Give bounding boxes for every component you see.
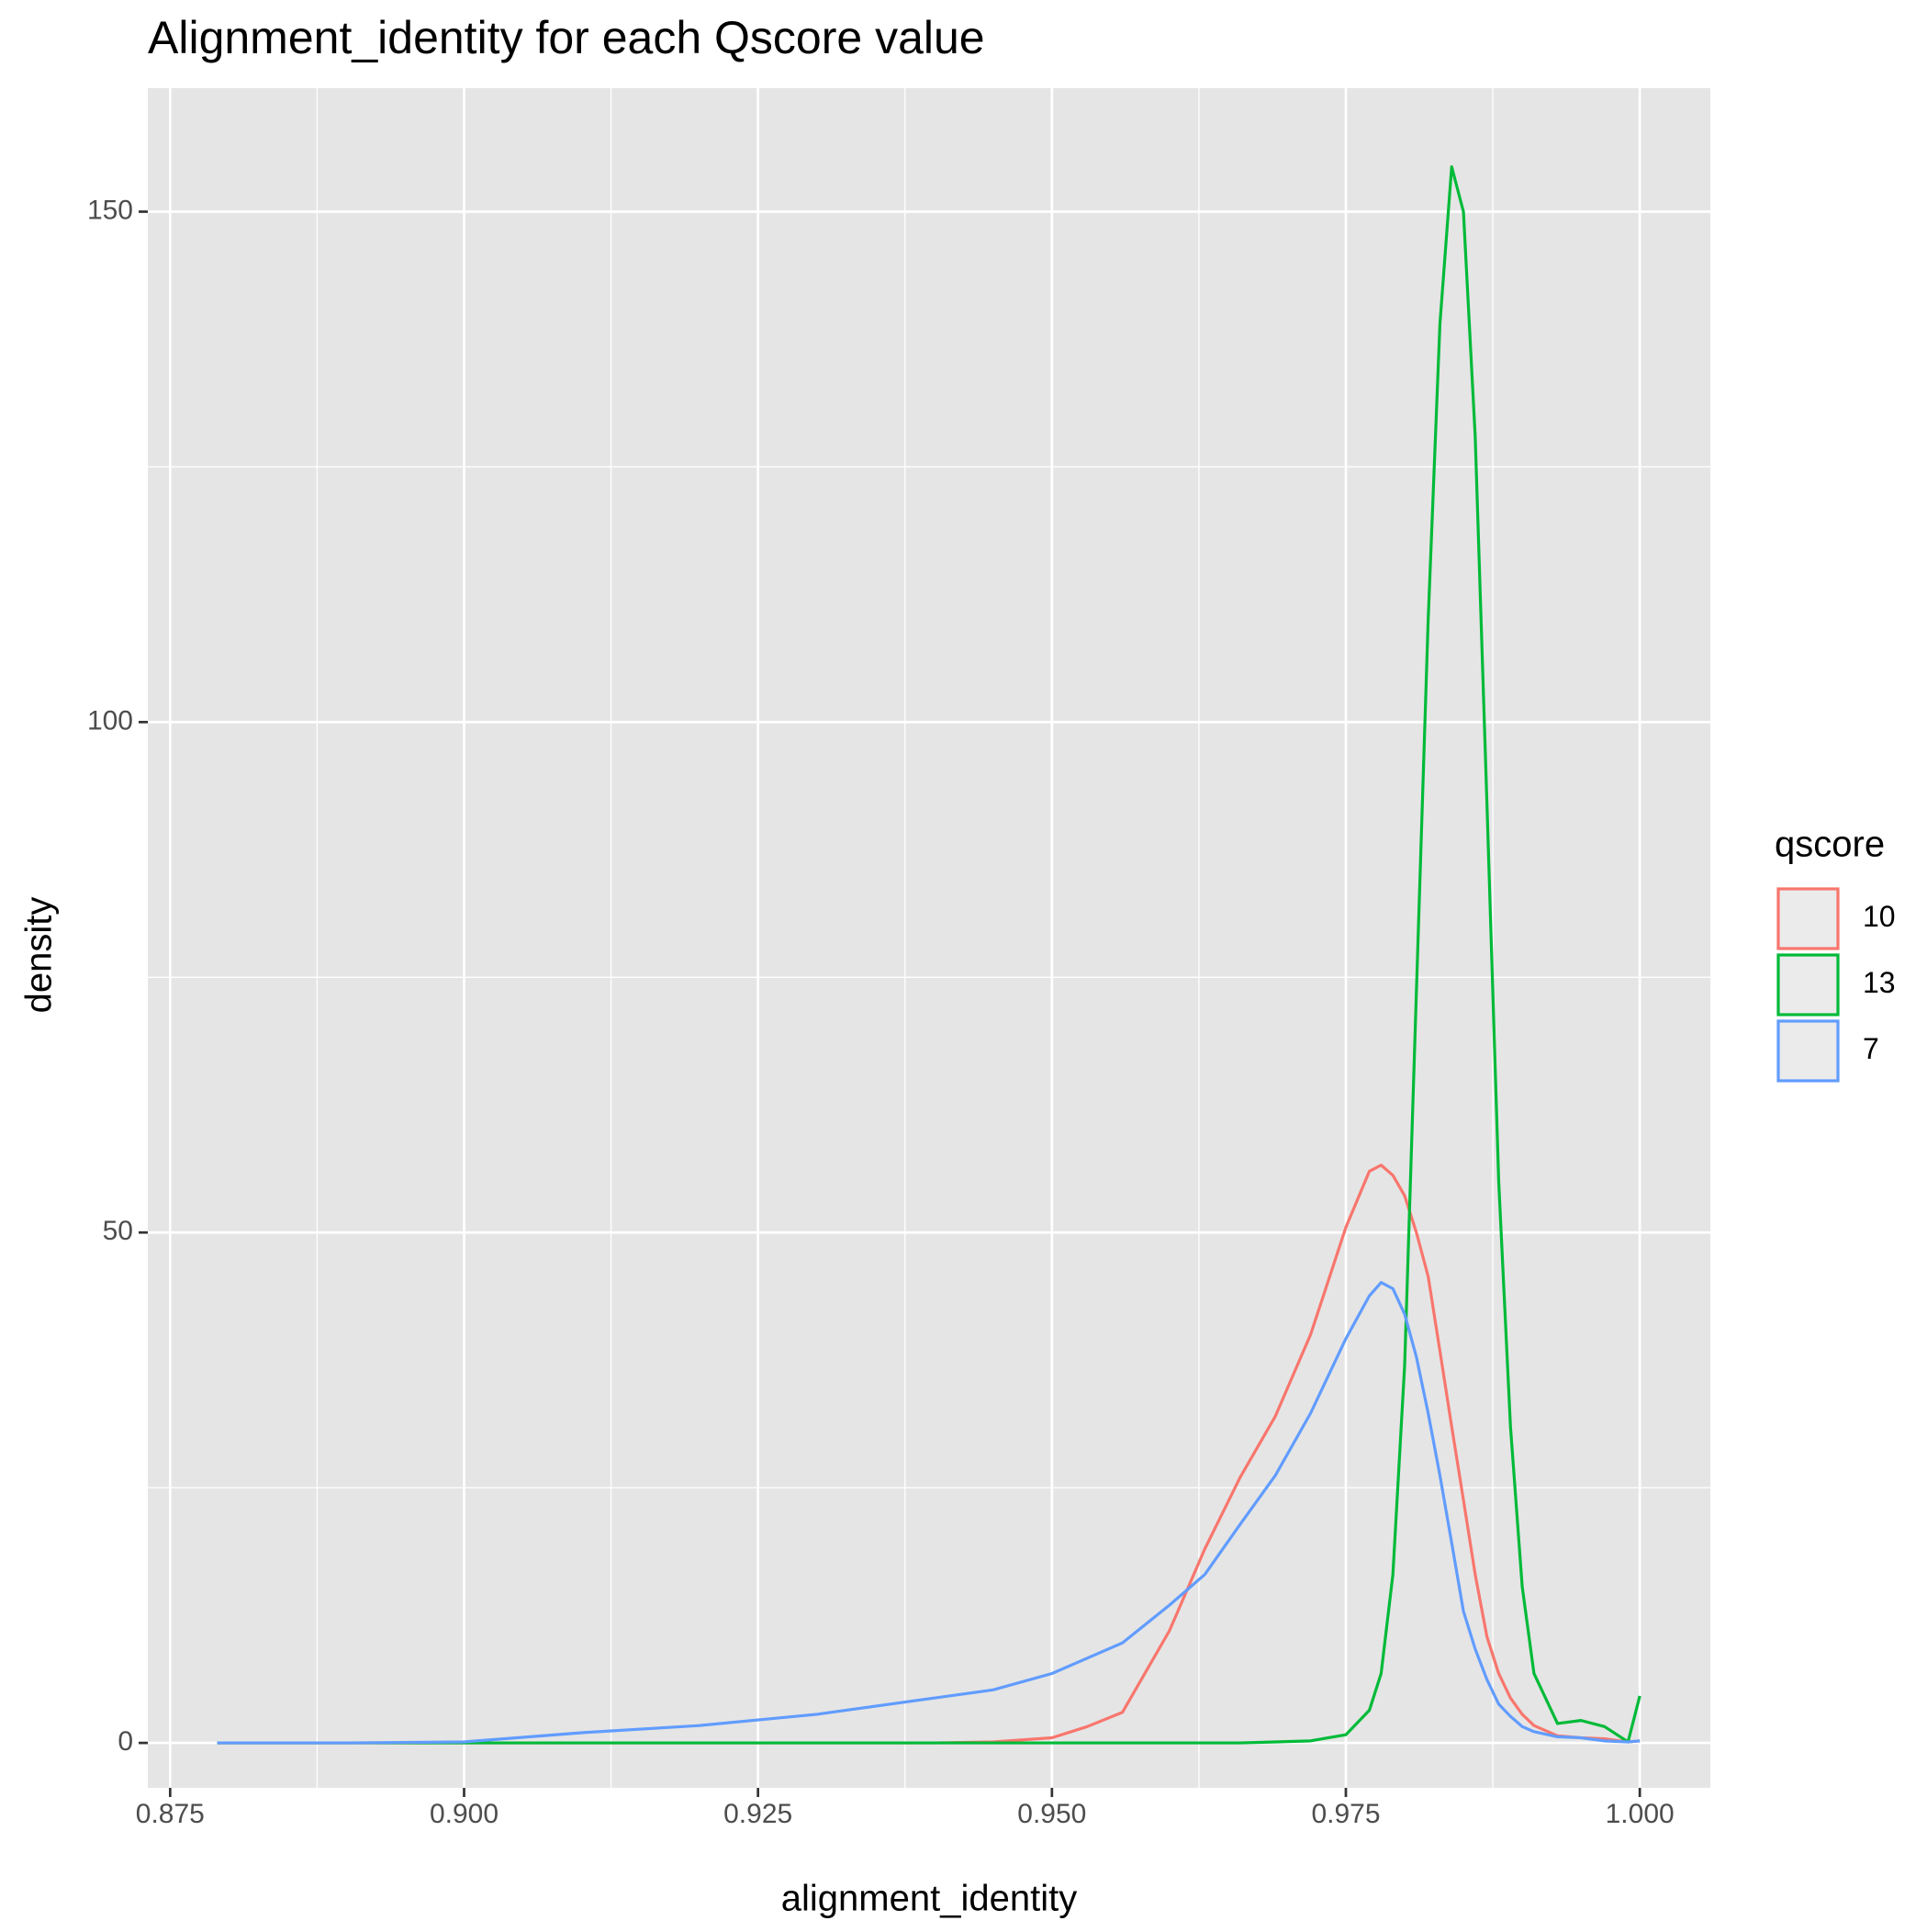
chart-title: Alignment_identity for each Qscore value xyxy=(148,12,985,63)
legend-label: 13 xyxy=(1863,966,1896,999)
legend-key xyxy=(1776,1019,1840,1083)
density-line xyxy=(217,165,1641,1745)
y-tick-label: 50 xyxy=(103,1216,133,1246)
y-tick-label: 100 xyxy=(87,705,133,736)
y-tick-label: 150 xyxy=(87,195,133,225)
y-tick-label: 0 xyxy=(118,1726,133,1757)
legend-key xyxy=(1776,887,1840,950)
density-line xyxy=(217,1281,1641,1745)
plot-background xyxy=(148,88,1710,1788)
legend-label: 10 xyxy=(1863,900,1896,933)
x-tick-label: 0.925 xyxy=(723,1799,792,1829)
x-tick-label: 1.000 xyxy=(1606,1799,1675,1829)
x-tick-label: 0.975 xyxy=(1311,1799,1380,1829)
legend-title: qscore xyxy=(1775,825,1885,865)
x-tick-label: 0.900 xyxy=(430,1799,499,1829)
y-axis-title: density xyxy=(19,897,60,1014)
x-tick-label: 0.950 xyxy=(1017,1799,1086,1829)
x-axis-title: alignment_identity xyxy=(781,1879,1077,1919)
legend-label: 7 xyxy=(1863,1032,1879,1065)
x-tick-label: 0.875 xyxy=(136,1799,205,1829)
legend-key xyxy=(1776,953,1840,1017)
grid xyxy=(148,88,1710,1788)
